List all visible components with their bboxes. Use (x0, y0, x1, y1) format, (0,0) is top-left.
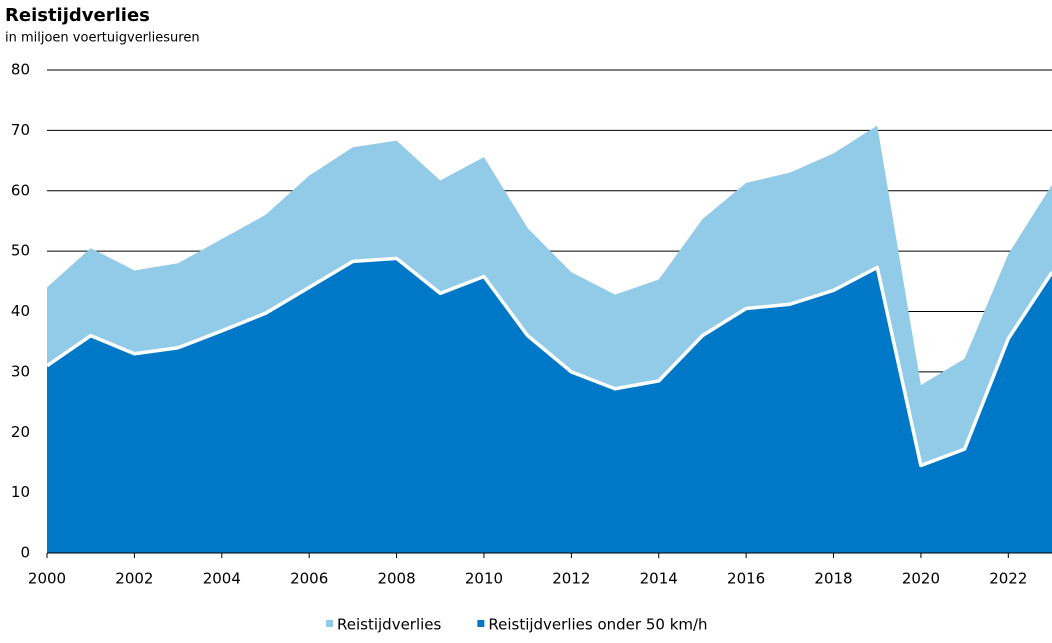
x-tick-label: 2010 (465, 570, 503, 588)
y-tick-label: 20 (11, 423, 30, 441)
area (47, 258, 1052, 553)
chart-subtitle: in miljoen voertuigverliesuren (5, 31, 200, 46)
x-tick-label: 2016 (727, 570, 765, 588)
legend-swatch (477, 620, 485, 627)
x-tick-label: 2022 (989, 570, 1027, 588)
y-tick-label: 0 (20, 544, 30, 562)
x-tick-label: 2006 (290, 570, 328, 588)
y-tick-label: 50 (11, 242, 30, 260)
legend-swatch (326, 620, 333, 627)
x-tick-label: 2020 (902, 570, 940, 588)
y-tick-label: 80 (11, 61, 30, 79)
x-tick-label: 2002 (115, 570, 153, 588)
x-tick-label: 2004 (203, 570, 241, 588)
x-tick-label: 2012 (552, 570, 590, 588)
y-tick-label: 10 (11, 483, 30, 501)
y-tick-label: 40 (11, 302, 30, 320)
y-tick-label: 60 (11, 181, 30, 199)
chart-title: Reistijdverlies (5, 5, 150, 26)
x-tick-label: 2008 (377, 570, 415, 588)
legend-label: Reistijdverlies (337, 616, 442, 634)
y-tick-label: 70 (11, 121, 30, 139)
x-tick-label: 2018 (814, 570, 852, 588)
area-edge (46, 256, 1052, 468)
legend-label: Reistijdverlies onder 50 km/h (488, 616, 707, 634)
x-tick-label: 2000 (28, 570, 66, 588)
x-tick-label: 2014 (640, 570, 678, 588)
y-tick-label: 30 (11, 362, 30, 380)
